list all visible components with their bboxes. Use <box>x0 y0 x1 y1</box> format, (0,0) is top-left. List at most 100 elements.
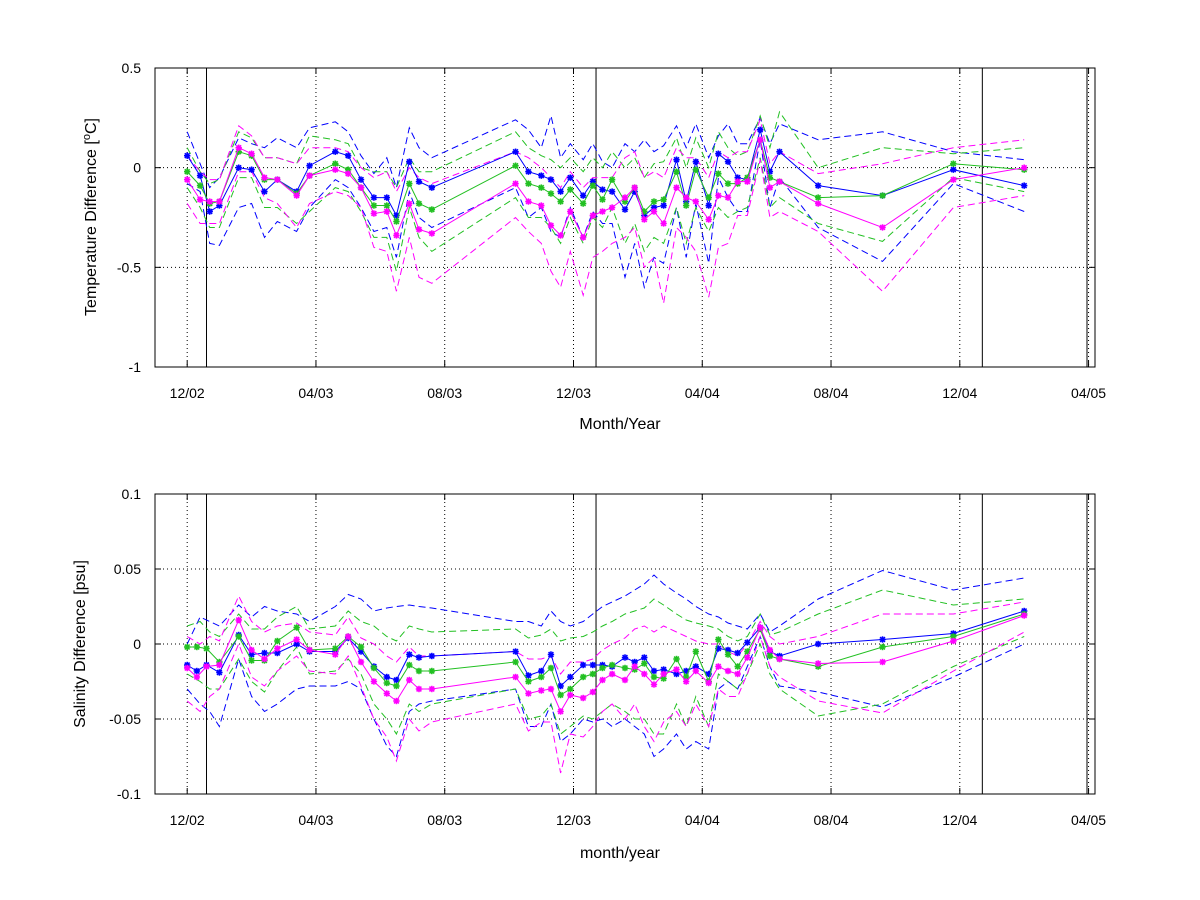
salinity-series-2-point <box>589 688 597 696</box>
salinity-series-0-point <box>538 667 545 675</box>
temperature-series-8-dashed-line <box>186 159 1025 304</box>
temperature-series-0-point <box>235 164 242 171</box>
temperature-x-tick-label: 04/03 <box>298 385 333 401</box>
temperature-series-0-point <box>599 186 606 193</box>
temperature-series-2-point <box>579 234 587 241</box>
temperature-series-0-point <box>547 176 555 183</box>
temperature-y-tick-label: -0.5 <box>117 259 141 275</box>
temperature-series-6-dashed-line <box>186 157 1025 272</box>
salinity-series-1-point <box>650 673 658 681</box>
temperature-series-0-point <box>196 172 204 179</box>
salinity-series-2-point <box>428 685 436 693</box>
salinity-series-1-point <box>415 667 423 675</box>
temperature-series-2-point <box>650 208 658 215</box>
salinity-series-1-point <box>357 643 365 651</box>
salinity-series-2-point <box>682 678 690 685</box>
temperature-series-0-point <box>357 176 365 183</box>
temperature-series-2-point <box>248 150 255 157</box>
temperature-x-tick-label: 12/04 <box>942 385 977 401</box>
temperature-series-1-point <box>406 180 413 187</box>
temperature-series-0-point <box>406 158 413 165</box>
salinity-series-0-point <box>579 661 587 669</box>
temperature-x-axis-label: Month/Year <box>579 416 661 433</box>
salinity-series-0-point <box>641 654 648 661</box>
temperature-series-3-dashed-line <box>186 113 1025 190</box>
salinity-series-0-point <box>814 640 822 648</box>
temperature-series-2-point <box>293 192 300 199</box>
temperature-series-1-point <box>650 198 658 205</box>
temperature-series-1-point <box>608 176 616 183</box>
temperature-series-2-point <box>370 210 378 217</box>
salinity-series-2-point <box>547 685 555 693</box>
temperature-series-1-point <box>525 180 532 187</box>
temperature-series-0-point <box>370 194 378 201</box>
salinity-series-1-point <box>692 648 700 655</box>
salinity-series-1-point <box>589 670 597 678</box>
salinity-series-1-point <box>193 643 201 651</box>
temperature-series-2-point <box>428 230 436 237</box>
salinity-series-1-point <box>538 673 545 681</box>
salinity-series-0-point <box>512 648 519 655</box>
temperature-y-tick-label: -1 <box>129 359 142 375</box>
temperature-series-1-point <box>692 166 700 173</box>
salinity-series-0-point <box>557 682 564 690</box>
temperature-series-2-point <box>950 176 957 183</box>
salinity-series-2-point <box>599 676 606 684</box>
temperature-series-1-point <box>183 168 191 175</box>
temperature-series-0-point <box>692 158 700 165</box>
temperature-series-2-point <box>196 196 204 203</box>
salinity-series-1-point <box>879 643 886 651</box>
salinity-series-1-point <box>393 682 400 690</box>
salinity-series-1-point <box>370 664 378 672</box>
salinity-series-2-point <box>567 691 574 699</box>
temperature-series-2-point <box>766 184 774 191</box>
temperature-series-2-point <box>715 192 722 199</box>
temperature-series-2-point <box>538 202 545 209</box>
temperature-series-0-point <box>950 166 957 173</box>
salinity-x-tick-label: 04/04 <box>685 812 720 828</box>
temperature-series-2-point <box>673 184 680 191</box>
salinity-series-2-point <box>406 676 413 684</box>
temperature-series-5-dashed-line <box>186 110 1025 189</box>
salinity-series-5-dashed-line <box>187 589 1025 642</box>
temperature-series-2-point <box>261 174 268 181</box>
temperature-series-0-point <box>525 168 532 175</box>
temperature-series-0-point <box>579 192 587 199</box>
temperature-series-2-point <box>512 180 519 187</box>
salinity-series-0-point <box>734 649 741 657</box>
temperature-series-2-point <box>814 200 822 207</box>
salinity-series-2-point <box>332 651 339 658</box>
salinity-y-axis-label: Salinity Difference [psu] <box>72 560 89 728</box>
temperature-series-2-point <box>776 178 783 185</box>
temperature-series-2-point <box>183 176 191 183</box>
salinity-series-2-point <box>766 646 774 654</box>
temperature-series-2-point <box>216 198 223 205</box>
salinity-series-2-point <box>776 655 783 663</box>
salinity-x-axis-label: month/year <box>580 845 661 862</box>
salinity-series-2-point <box>641 670 648 678</box>
temperature-series-0-point <box>383 194 390 201</box>
temperature-series-0-point <box>183 152 191 159</box>
temperature-series-0-point <box>660 202 667 209</box>
salinity-y-tick-label: 0.1 <box>122 486 142 502</box>
salinity-series-2-point <box>193 673 201 681</box>
salinity-series-1-point <box>525 678 532 685</box>
temperature-series-1-point <box>393 218 400 225</box>
salinity-series-1-point <box>734 663 741 670</box>
temperature-series-0-point <box>608 188 616 195</box>
temperature-series-1-point <box>682 202 690 209</box>
temperature-series-1-point <box>512 162 519 169</box>
temperature-series-2-point <box>621 194 629 201</box>
temperature-series-2-point <box>406 200 413 207</box>
salinity-y-tick-label: -0.05 <box>109 711 141 727</box>
temperature-series-2-point <box>274 176 281 183</box>
salinity-series-0-point <box>650 667 658 675</box>
temperature-series-0-point <box>557 188 564 195</box>
temperature-series-0-point <box>757 126 764 133</box>
temperature-series-1-point <box>950 160 957 167</box>
salinity-series-2-point <box>879 658 886 666</box>
temperature-series-0-point <box>567 174 574 181</box>
salinity-series-1-point <box>203 645 210 652</box>
salinity-series-4-dashed-line <box>186 635 1025 758</box>
salinity-series-1-point <box>557 691 564 699</box>
